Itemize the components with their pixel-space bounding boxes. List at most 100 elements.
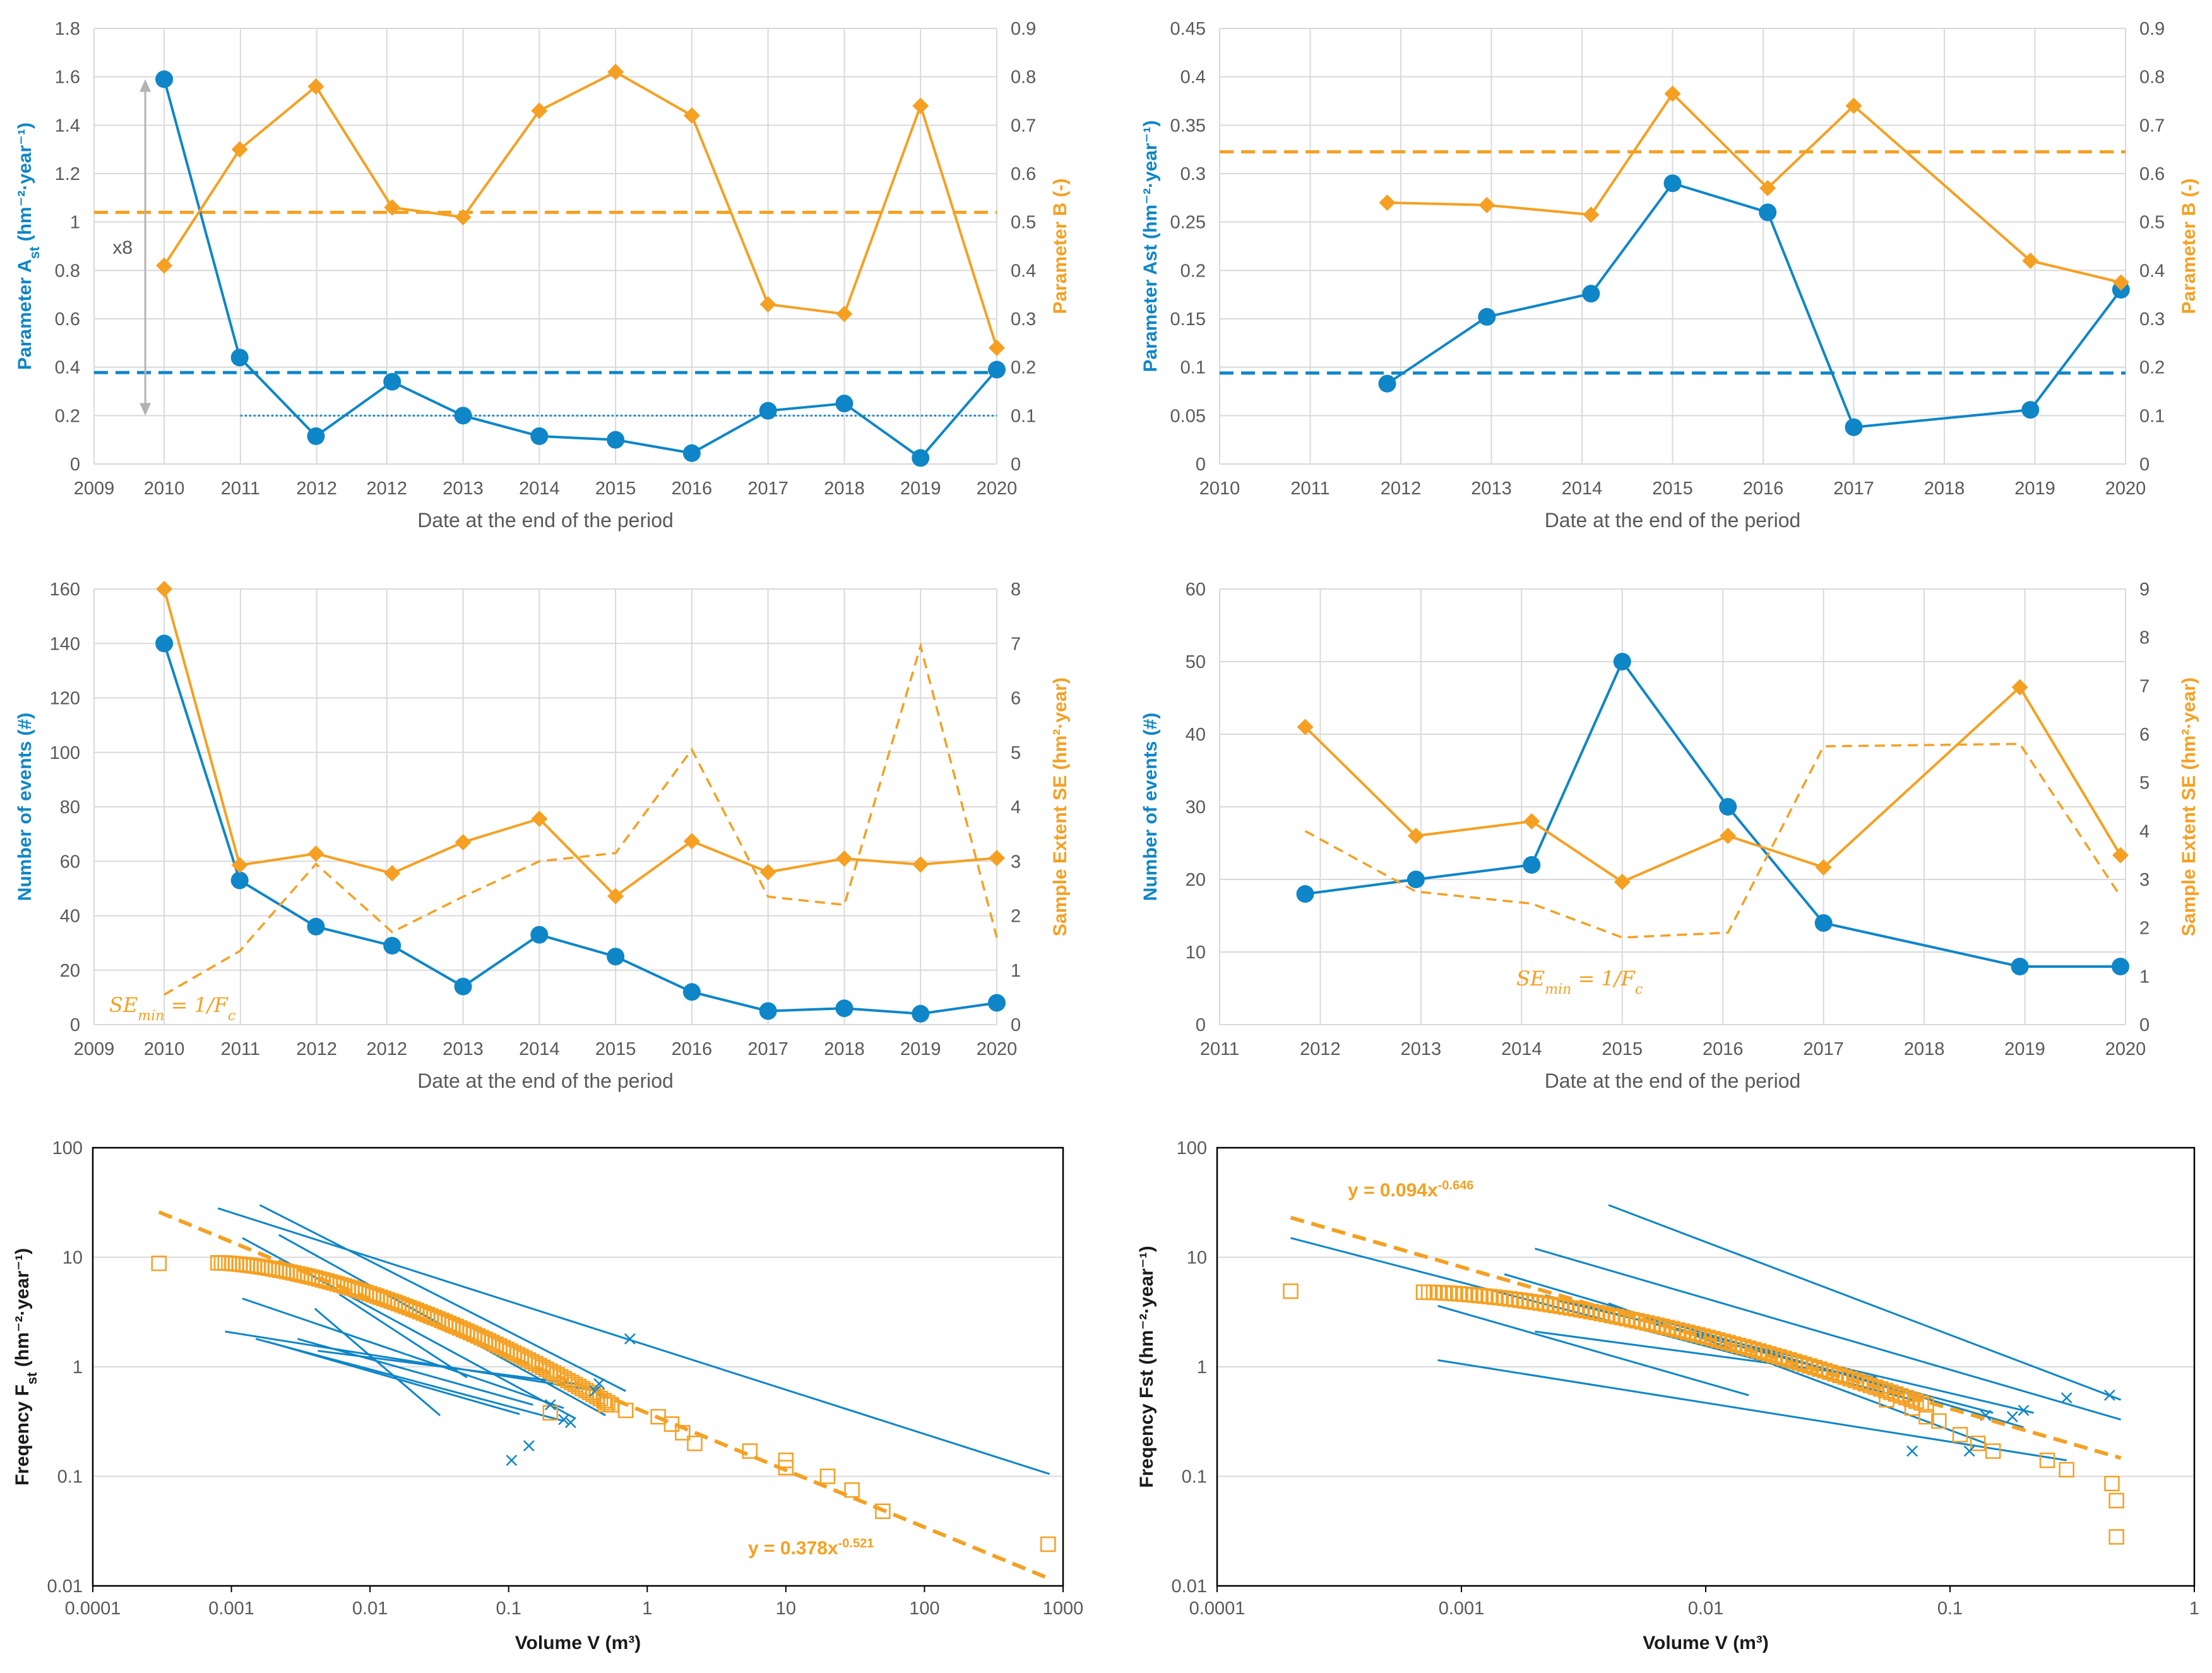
data-point-square [1441, 1285, 1457, 1301]
superscript: -0.521 [838, 1537, 874, 1551]
y-right-axis-title: Sample Extent SE (hm²·year) [2179, 677, 2199, 936]
data-point [383, 372, 401, 391]
cross-stroke [2103, 1390, 2115, 1401]
cross-stroke [2018, 1405, 2030, 1416]
y-left-tick-label: 30 [1186, 797, 1206, 818]
x-tick-label: 2018 [1924, 479, 1965, 499]
x-tick-label: 2017 [747, 1039, 788, 1059]
annual-fit-line [1437, 1359, 2067, 1462]
y-right-tick-label: 5 [2139, 773, 2150, 794]
data-point-square [1558, 1299, 1574, 1315]
y-left-tick-label: 0.15 [1170, 309, 1206, 330]
data-point [454, 977, 472, 996]
cross-stroke [506, 1455, 518, 1467]
data-point [912, 1004, 930, 1023]
cross-stroke [2006, 1411, 2018, 1422]
data-point-square [1466, 1287, 1482, 1303]
data-point [759, 1002, 777, 1020]
y-left-axis-title: Number of events (#) [15, 713, 35, 901]
data-point [1814, 914, 1833, 932]
y-tick-label: 1 [1197, 1357, 1207, 1378]
data-point-square [2059, 1462, 2074, 1478]
x-tick-label: 2016 [1703, 1039, 1744, 1059]
y-left-axis-title: Parameter Ast (hm⁻²·year⁻¹) [15, 122, 42, 370]
data-point-square [1700, 1330, 1716, 1345]
label-part: y = 0.094x [1348, 1180, 1438, 1201]
data-point-square [844, 1482, 860, 1498]
data-point-square [1918, 1408, 1934, 1425]
data-point [1759, 203, 1777, 222]
data-point-square [1547, 1297, 1564, 1314]
data-point [989, 850, 1005, 867]
arrow-head [140, 403, 152, 416]
y-left-tick-label: 20 [1186, 870, 1206, 890]
x-axis-title: Date at the end of the period [417, 509, 674, 532]
data-point-square [1588, 1304, 1604, 1321]
data-point-square [875, 1503, 891, 1520]
y-left-tick-label: 60 [1186, 580, 1206, 600]
data-point-square [1842, 1371, 1858, 1387]
x-tick-label: 2011 [221, 479, 260, 499]
data-point-cross [1906, 1445, 1918, 1457]
data-point [155, 70, 174, 88]
x-tick-label: 2018 [824, 1039, 865, 1059]
y-axis-title: Freqency Fst (hm⁻²·year⁻¹) [1136, 1246, 1157, 1487]
y-right-tick-label: 7 [2139, 676, 2150, 696]
label-part: (hm⁻²·year⁻¹) [1140, 120, 1161, 244]
data-point [307, 78, 324, 95]
data-point [1406, 871, 1425, 888]
y-right-axis-title: Parameter B (-) [2179, 178, 2199, 314]
data-point-square [1952, 1427, 1968, 1443]
data-point [1297, 718, 1314, 735]
data-point-square [1040, 1536, 1056, 1552]
label-part: (hm⁻²·year⁻¹) [15, 122, 35, 247]
data-point [2112, 958, 2130, 975]
x-tick-label: 2009 [74, 479, 115, 499]
data-point [835, 395, 853, 413]
data-point-square [1563, 1300, 1579, 1316]
data-point-square [1283, 1283, 1299, 1299]
x-tick-label: 2012 [296, 1039, 337, 1059]
x-tick-label: 1 [2189, 1599, 2199, 1619]
data-point [1407, 828, 1424, 844]
data-point-cross [2103, 1390, 2115, 1401]
series-line [1387, 92, 2122, 284]
data-point [2112, 274, 2129, 291]
data-point-square [1862, 1378, 1879, 1393]
x-tick-label: 0.1 [496, 1599, 521, 1619]
data-point-square [1472, 1287, 1487, 1304]
x-tick-label: 2015 [595, 479, 636, 499]
data-point [156, 581, 173, 597]
plot-frame [1216, 1146, 2196, 1587]
label-part: SE [109, 993, 138, 1017]
x-tick-label: 2018 [824, 479, 865, 499]
data-point-square [1644, 1316, 1660, 1332]
y-left-tick-label: 0 [1196, 455, 1206, 475]
x-tick-label: 2016 [672, 1039, 713, 1059]
x-axis-title: Date at the end of the period [1545, 1069, 1801, 1092]
data-point-cross [544, 1399, 556, 1411]
cross-stroke [1906, 1445, 1918, 1457]
data-point-square [687, 1436, 703, 1451]
y-tick-label: 0.1 [57, 1467, 83, 1487]
fit-equation: y = 0.094x-0.646 [1348, 1179, 1473, 1201]
y-right-tick-label: 0.3 [2139, 309, 2165, 330]
data-point [1815, 859, 1832, 876]
x-tick-label: 2012 [1381, 479, 1422, 499]
y-right-tick-label: 0.1 [2139, 406, 2165, 426]
data-point [307, 845, 324, 862]
y-left-tick-label: 0.2 [55, 406, 80, 426]
y-left-tick-label: 100 [50, 743, 80, 763]
y-right-tick-label: 0.6 [1011, 164, 1036, 184]
data-point-cross [593, 1378, 605, 1390]
data-point [530, 926, 549, 944]
series-line [163, 588, 997, 898]
y-right-tick-label: 4 [1011, 797, 1021, 818]
data-point [759, 864, 776, 881]
data-point [2021, 401, 2040, 419]
x-tick-label: 2010 [144, 1039, 185, 1059]
x-tick-label: 2011 [1200, 1039, 1239, 1059]
y-right-tick-label: 0.4 [1011, 261, 1036, 281]
annual-fit-line [1535, 1247, 2121, 1420]
chart-c: 0 20 40 60 80 100 120 140 160 0 1 2 3 4 5 6 7 8 2009 2010 20… [15, 580, 1071, 1092]
